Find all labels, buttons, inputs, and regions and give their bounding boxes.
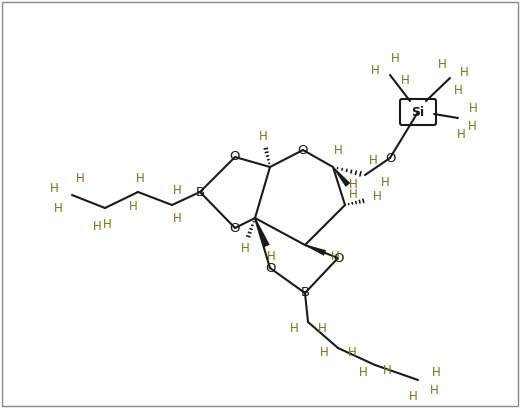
Text: H: H: [369, 153, 378, 166]
FancyBboxPatch shape: [400, 99, 436, 125]
Text: O: O: [230, 151, 240, 164]
Text: H: H: [54, 202, 62, 215]
Text: B: B: [301, 286, 309, 299]
Text: H: H: [373, 191, 381, 204]
Text: H: H: [258, 131, 267, 144]
Text: H: H: [93, 220, 101, 233]
Text: O: O: [230, 222, 240, 235]
Polygon shape: [255, 218, 270, 247]
Polygon shape: [333, 167, 350, 187]
Text: O: O: [298, 144, 308, 157]
Text: H: H: [75, 173, 84, 186]
Text: H: H: [467, 120, 476, 133]
Text: H: H: [391, 53, 399, 66]
Text: H: H: [371, 64, 380, 77]
Text: H: H: [318, 322, 327, 335]
Text: H: H: [457, 127, 465, 140]
Text: O: O: [385, 151, 395, 164]
Text: H: H: [359, 366, 367, 379]
Text: Si: Si: [411, 106, 424, 118]
Text: H: H: [460, 67, 469, 80]
Text: H: H: [173, 213, 181, 226]
Text: H: H: [267, 250, 276, 262]
Text: H: H: [432, 366, 440, 379]
Text: H: H: [453, 84, 462, 97]
Text: H: H: [438, 58, 446, 71]
Text: H: H: [320, 346, 328, 359]
Text: H: H: [241, 242, 250, 255]
Text: H: H: [383, 364, 392, 377]
Text: H: H: [469, 102, 477, 115]
Text: O: O: [333, 251, 343, 264]
Text: B: B: [196, 186, 204, 199]
Text: H: H: [348, 179, 357, 191]
Text: H: H: [102, 217, 111, 231]
Text: H: H: [334, 144, 342, 157]
Text: H: H: [49, 182, 58, 195]
Text: H: H: [430, 384, 438, 397]
Text: H: H: [348, 188, 357, 200]
Text: H: H: [348, 346, 356, 359]
Text: H: H: [381, 177, 389, 189]
Text: H: H: [331, 251, 340, 264]
Text: O: O: [265, 262, 275, 275]
Polygon shape: [305, 244, 326, 256]
Text: H: H: [128, 200, 137, 213]
Text: H: H: [136, 171, 145, 184]
Text: H: H: [290, 322, 298, 335]
Text: H: H: [173, 184, 181, 197]
Text: H: H: [400, 73, 409, 86]
Text: H: H: [409, 390, 418, 403]
